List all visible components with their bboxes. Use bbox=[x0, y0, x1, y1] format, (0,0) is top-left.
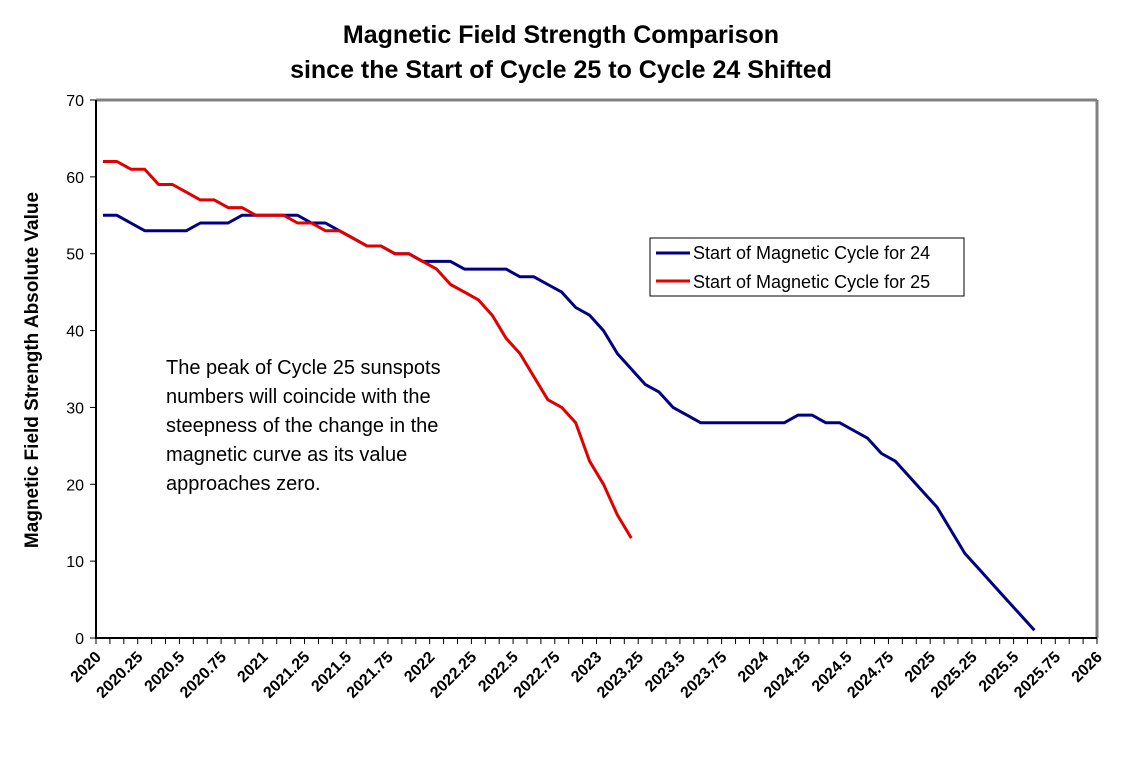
x-tick-label: 2022.75 bbox=[511, 649, 564, 702]
x-tick-label: 2023.25 bbox=[594, 649, 647, 702]
y-tick-label: 40 bbox=[66, 324, 84, 341]
y-tick-label: 60 bbox=[66, 170, 84, 187]
x-tick-label: 2021.75 bbox=[344, 649, 397, 702]
x-tick-label: 2025 bbox=[902, 649, 939, 686]
y-tick-label: 10 bbox=[66, 554, 84, 571]
legend-label-cycle-24: Start of Magnetic Cycle for 24 bbox=[693, 243, 930, 263]
y-tick-label: 20 bbox=[66, 477, 84, 494]
y-tick-label: 50 bbox=[66, 247, 84, 264]
x-tick-label: 2020.75 bbox=[177, 649, 230, 702]
x-tick-label: 2023.75 bbox=[678, 649, 731, 702]
annotation-line-4: magnetic curve as its value bbox=[166, 444, 407, 466]
annotation-line-3: steepness of the change in the bbox=[166, 415, 438, 437]
y-tick-label: 0 bbox=[75, 631, 84, 648]
x-tick-label: 2020.25 bbox=[94, 649, 147, 702]
y-tick-label: 30 bbox=[66, 400, 84, 417]
x-tick-label: 2021 bbox=[234, 649, 271, 686]
x-tick-label: 2025.25 bbox=[928, 649, 981, 702]
x-tick-label: 2021.25 bbox=[260, 649, 313, 702]
chart-title-line-2: since the Start of Cycle 25 to Cycle 24 … bbox=[290, 56, 832, 84]
x-tick-label: 2026 bbox=[1069, 649, 1106, 686]
series-lines bbox=[103, 160, 1036, 632]
x-tick-label: 2024.75 bbox=[844, 649, 897, 702]
y-tick-label: 70 bbox=[66, 93, 84, 110]
annotation-line-1: The peak of Cycle 25 sunspots bbox=[166, 357, 441, 379]
legend-box bbox=[649, 237, 965, 297]
annotation-line-5: approaches zero. bbox=[166, 473, 321, 495]
legend: Start of Magnetic Cycle for 24 Start of … bbox=[649, 237, 965, 297]
x-tick-label: 2022 bbox=[401, 649, 438, 686]
series-line-cycle-25 bbox=[103, 160, 633, 539]
y-axis-label: Magnetic Field Strength Absolute Value bbox=[22, 192, 43, 548]
x-tick-label: 2022.25 bbox=[427, 649, 480, 702]
x-tick-label: 2024.25 bbox=[761, 649, 814, 702]
x-tick-label: 2020 bbox=[68, 649, 105, 686]
x-tick-label: 2023 bbox=[568, 649, 605, 686]
x-tick-label: 2025.75 bbox=[1011, 649, 1064, 702]
annotation-line-2: numbers will coincide with the bbox=[166, 386, 431, 408]
annotation-text: The peak of Cycle 25 sunspots numbers wi… bbox=[166, 357, 441, 495]
chart-title-line-1: Magnetic Field Strength Comparison bbox=[343, 21, 779, 49]
y-ticks: 0 10 20 30 40 50 60 70 bbox=[66, 93, 96, 648]
legend-label-cycle-25: Start of Magnetic Cycle for 25 bbox=[693, 272, 930, 292]
x-tick-label: 2024 bbox=[735, 649, 772, 686]
